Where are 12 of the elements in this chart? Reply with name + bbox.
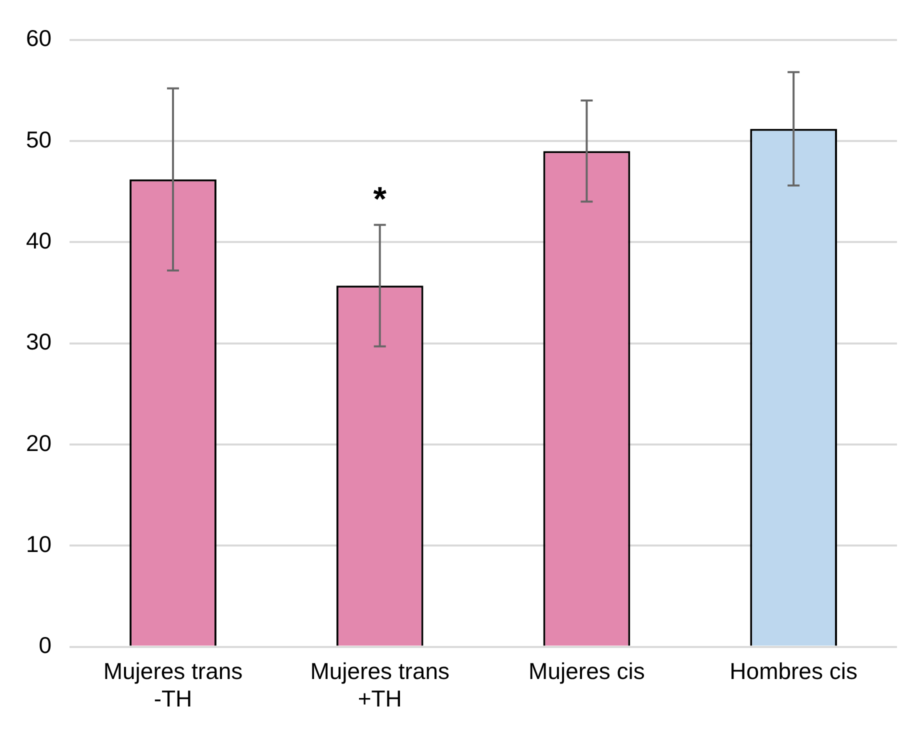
x-tick-label: Hombres cis bbox=[730, 658, 858, 684]
x-tick-label: Mujeres trans -TH bbox=[103, 658, 243, 712]
x-tick-label: Mujeres trans +TH bbox=[310, 658, 450, 712]
y-tick-label: 10 bbox=[26, 530, 52, 557]
y-tick-label: 50 bbox=[26, 126, 52, 152]
y-tick-label: 30 bbox=[26, 328, 52, 355]
annotation: * bbox=[373, 180, 388, 218]
y-tick-label: 20 bbox=[26, 430, 52, 456]
y-tick-label: 40 bbox=[26, 227, 52, 254]
y-tick-label: 0 bbox=[38, 632, 52, 658]
y-tick-label: 60 bbox=[26, 25, 52, 52]
x-tick-label: Mujeres cis bbox=[528, 658, 645, 684]
